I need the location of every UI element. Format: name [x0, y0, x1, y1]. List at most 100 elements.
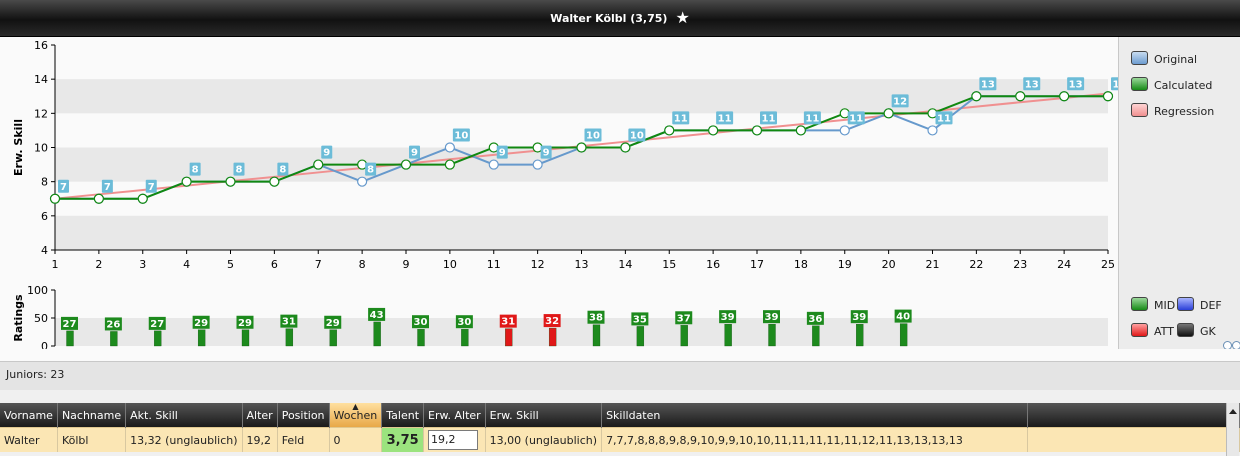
cell-position[interactable]: Feld — [277, 427, 330, 452]
data-label: 7 — [148, 182, 155, 193]
data-label: 8 — [367, 165, 374, 176]
data-label: 8 — [192, 165, 199, 176]
x-tick-label: 1 — [52, 258, 59, 271]
data-label-box — [409, 145, 420, 159]
cell-erw-alter[interactable]: 19,2 — [423, 427, 486, 452]
scroll-up-icon[interactable] — [1229, 409, 1237, 414]
x-tick-label: 4 — [183, 258, 190, 271]
legend-label: MID — [1154, 299, 1176, 312]
data-label-box — [189, 162, 201, 176]
legend-item-att[interactable]: ATT — [1131, 323, 1174, 339]
chart-panel: 4 6 8 10 12 14 16 1 2 3 4 5 6 7 8 9 10 11 12 13 14 15 16 17 18 19… — [0, 37, 1118, 349]
column-header-alter[interactable]: Alter — [242, 403, 278, 428]
cell-wochen[interactable]: 0 — [329, 427, 383, 452]
data-label-box — [716, 111, 734, 125]
data-label-box — [672, 111, 690, 125]
data-label-box — [628, 128, 646, 142]
cell-akt-skill[interactable]: 13,32 (unglaublich) — [125, 427, 243, 452]
x-tick-label: 9 — [403, 258, 410, 271]
cell-talent[interactable]: 3,75 — [381, 427, 425, 452]
data-label-box — [233, 162, 245, 176]
rating-label: 38 — [589, 313, 603, 324]
x-tick-label: 22 — [969, 258, 983, 271]
rating-label: 39 — [721, 312, 735, 323]
data-label-box — [1067, 77, 1085, 91]
table-row[interactable]: Walter Kölbl 13,32 (unglaublich) 19,2 Fe… — [0, 427, 1240, 452]
cell-nachname[interactable]: Kölbl — [57, 427, 127, 452]
data-label-box — [145, 179, 157, 193]
data-label: 12 — [893, 96, 907, 107]
data-label: 7 — [104, 182, 111, 193]
column-header-nachname[interactable]: Nachname — [57, 403, 127, 428]
rating-label: 29 — [238, 318, 252, 329]
column-header-position[interactable]: Position — [277, 403, 330, 428]
legend-label: ATT — [1154, 325, 1174, 338]
data-point-calculated — [751, 125, 763, 136]
rating-label-box — [543, 314, 561, 328]
legend-item-regression[interactable]: Regression — [1131, 103, 1214, 119]
rating-label-box — [192, 315, 210, 329]
y-axis-title: Ratings — [12, 294, 25, 342]
column-header-filler — [1027, 403, 1240, 428]
column-header-erw-alter[interactable]: Erw. Alter — [423, 403, 486, 428]
x-tick-label: 8 — [359, 258, 366, 271]
data-label: 8 — [236, 165, 243, 176]
rating-label: 40 — [896, 312, 910, 323]
star-icon[interactable]: ★ — [675, 8, 690, 27]
rating-label-box — [280, 314, 298, 328]
cell-skilldaten[interactable]: 7,7,7,8,8,8,9,8,9,10,9,9,10,10,11,11,11,… — [601, 427, 1028, 452]
y-tick-label: 4 — [41, 244, 48, 257]
data-label: 9 — [323, 148, 330, 159]
legend-item-mid[interactable]: MID — [1131, 297, 1175, 313]
legend-swatch-calculated — [1131, 77, 1148, 91]
data-label: 11 — [849, 113, 863, 124]
rating-label-box — [148, 316, 166, 330]
cell-vorname[interactable]: Walter — [0, 427, 58, 452]
rating-bar — [241, 329, 250, 347]
rating-label: 31 — [282, 317, 296, 328]
data-label: 11 — [937, 113, 951, 124]
rating-bar — [197, 329, 206, 347]
rating-bar — [768, 324, 776, 347]
column-header-talent[interactable]: Talent — [381, 403, 425, 428]
sort-ascending-icon: ▲ — [352, 402, 359, 411]
legend-item-def[interactable]: DEF — [1177, 297, 1222, 313]
legend-item-original[interactable]: Original — [1131, 51, 1197, 67]
data-label: 11 — [762, 113, 776, 124]
vertical-scrollbar[interactable] — [1226, 403, 1239, 456]
rating-label-box — [324, 315, 342, 329]
data-point-calculated — [400, 159, 412, 170]
rating-label: 29 — [194, 318, 208, 329]
x-tick-label: 24 — [1057, 258, 1071, 271]
column-header-wochen[interactable]: ▲ Wochen — [329, 402, 383, 428]
rating-label: 30 — [414, 317, 428, 328]
cell-erw-skill[interactable]: 13,00 (unglaublich) — [485, 427, 603, 452]
data-label: 10 — [630, 131, 644, 142]
data-label-box — [321, 145, 333, 159]
legend-item-calculated[interactable]: Calculated — [1131, 77, 1212, 93]
x-tick-label: 6 — [271, 258, 278, 271]
legend-item-gk[interactable]: GK — [1177, 323, 1216, 339]
window-title-bar: Walter Kölbl (3,75) ★ — [0, 0, 1240, 37]
legend-swatch-att — [1131, 323, 1148, 337]
column-header-akt-skill[interactable]: Akt. Skill — [125, 403, 243, 428]
panel-splitter[interactable] — [0, 349, 1240, 362]
column-header-vorname[interactable]: Vorname — [0, 403, 58, 428]
y-tick-label: 0 — [41, 340, 48, 349]
legend-swatch-original — [1131, 51, 1148, 65]
rating-label-box — [587, 310, 605, 324]
data-point-original — [357, 176, 368, 187]
x-tick-label: 17 — [750, 258, 764, 271]
erw-alter-input[interactable]: 19,2 — [428, 430, 479, 450]
legend-swatch-def — [1177, 297, 1194, 311]
cell-alter[interactable]: 19,2 — [242, 427, 278, 452]
data-label: 9 — [543, 148, 550, 159]
legend-label: DEF — [1200, 299, 1222, 312]
x-tick-label: 21 — [926, 258, 940, 271]
column-header-skilldaten[interactable]: Skilldaten — [601, 403, 1028, 428]
rating-bar — [329, 329, 337, 347]
column-header-erw-skill[interactable]: Erw. Skill — [485, 403, 603, 428]
x-tick-label: 12 — [531, 258, 545, 271]
data-label-box — [496, 145, 508, 159]
